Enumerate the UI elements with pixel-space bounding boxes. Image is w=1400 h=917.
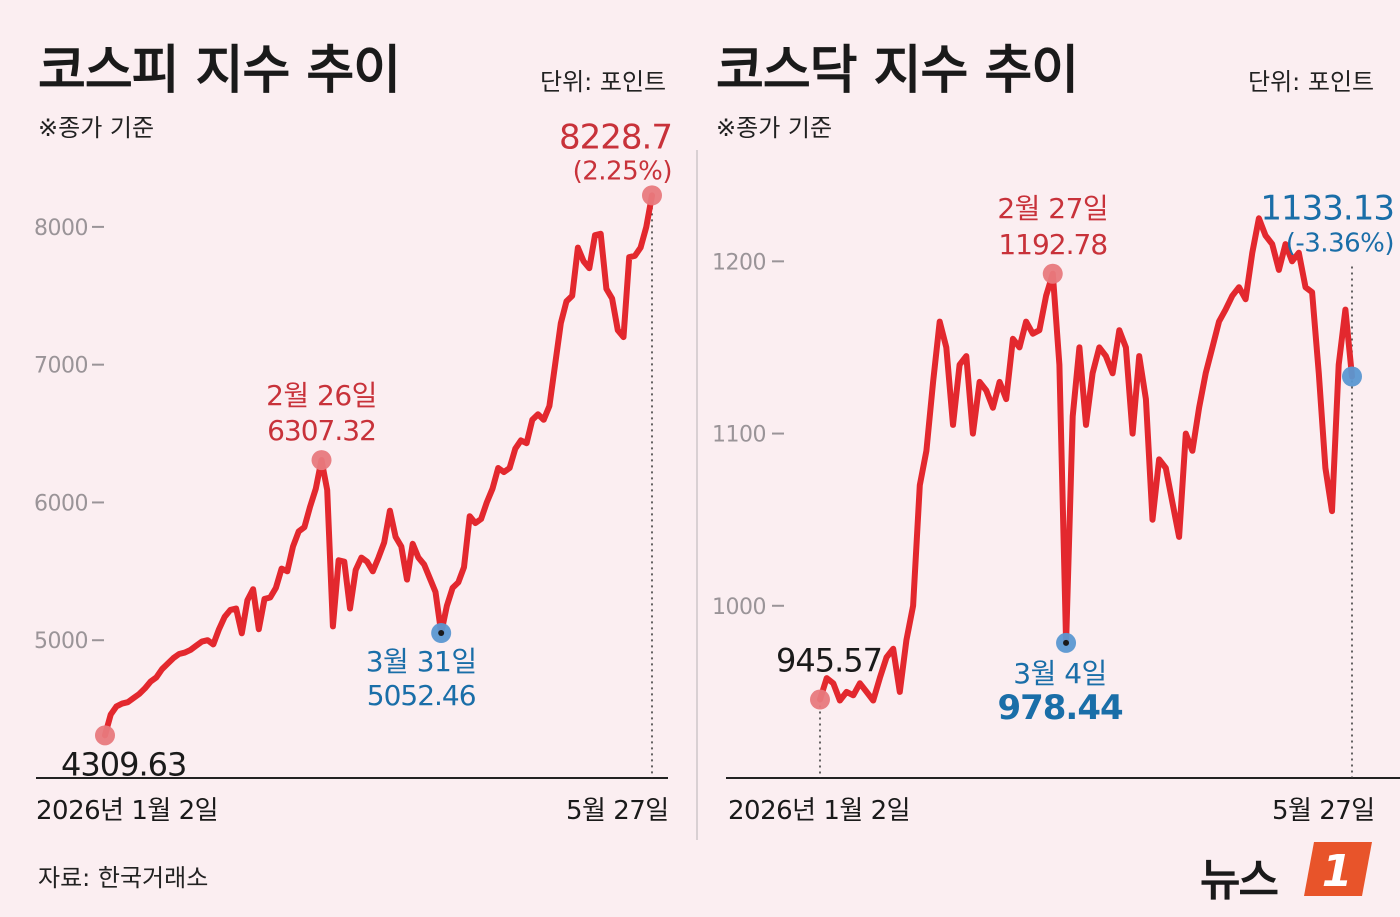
kosdaq-note: ※종가 기준 xyxy=(716,114,833,142)
kospi-point-marker xyxy=(642,185,662,206)
kosdaq-point-marker xyxy=(1342,366,1362,387)
kospi-annotation-value: 8228.7 xyxy=(559,117,672,157)
kospi-chart-title: 코스피 지수 추이 xyxy=(38,41,401,101)
kospi-point-marker xyxy=(311,450,332,471)
kospi-panel: 코스피 지수 추이 단위: 포인트 ※종가 기준 5000 6000 7000 800… xyxy=(0,0,690,917)
kosdaq-x-end-label: 5월 27일 xyxy=(1272,796,1375,826)
kospi-ytick-label: 8000 xyxy=(34,216,88,241)
logo-text: 뉴스 xyxy=(1200,855,1279,906)
kosdaq-chart-title: 코스닥 지수 추이 xyxy=(716,41,1079,101)
kosdaq-point-marker xyxy=(1042,263,1063,284)
kospi-annotation-value: 6307.32 xyxy=(267,414,376,447)
kospi-x-end-label: 5월 27일 xyxy=(566,796,669,826)
kospi-annotation-date: 2월 26일 xyxy=(266,379,377,412)
kosdaq-ytick-label: 1200 xyxy=(712,250,766,275)
kospi-annotation-change: (2.25%) xyxy=(573,156,672,186)
kospi-x-start-label: 2026년 1월 2일 xyxy=(36,796,219,826)
kosdaq-point-marker xyxy=(810,689,830,710)
kospi-point-center xyxy=(438,629,445,636)
logo-mark-text: 1 xyxy=(1322,846,1353,896)
kosdaq-ytick-label: 1000 xyxy=(712,595,766,620)
kosdaq-x-start-label: 2026년 1월 2일 xyxy=(728,796,911,826)
kospi-annotation-value: 4309.63 xyxy=(61,745,186,783)
kosdaq-series-line xyxy=(817,215,1355,704)
kospi-ytick-label: 6000 xyxy=(34,491,88,516)
logo-mark-icon: 1 xyxy=(1304,842,1372,896)
kospi-note: ※종가 기준 xyxy=(38,114,155,142)
kospi-ytick-label: 7000 xyxy=(34,354,88,379)
kosdaq-ytick-label: 1100 xyxy=(712,423,766,448)
kosdaq-annotation-change: (-3.36%) xyxy=(1286,228,1394,258)
kosdaq-annotation-value: 945.57 xyxy=(776,642,882,680)
kospi-point-marker xyxy=(95,725,115,746)
kosdaq-panel: 코스닥 지수 추이 단위: 포인트 ※종가 기준 1000 1100 1200 2월 … xyxy=(700,0,1400,917)
news1-logo: 뉴스 1 xyxy=(1200,840,1380,906)
panel-divider xyxy=(696,150,698,840)
kospi-annotation-value: 5052.46 xyxy=(367,679,476,712)
kospi-annotation-date: 3월 31일 xyxy=(366,645,477,678)
kosdaq-unit-label: 단위: 포인트 xyxy=(1248,68,1375,96)
kospi-unit-label: 단위: 포인트 xyxy=(540,68,667,96)
kospi-series-line xyxy=(102,192,655,739)
kospi-ytick-label: 5000 xyxy=(34,629,88,654)
kosdaq-annotation-value: 978.44 xyxy=(997,688,1123,728)
source-label: 자료: 한국거래소 xyxy=(38,864,209,892)
kosdaq-point-center xyxy=(1063,639,1070,646)
kosdaq-annotation-value: 1133.13 xyxy=(1260,188,1394,228)
kosdaq-annotation-date: 3월 4일 xyxy=(1013,657,1107,690)
kosdaq-annotation-date: 2월 27일 xyxy=(997,192,1108,225)
kosdaq-annotation-value: 1192.78 xyxy=(998,228,1107,261)
